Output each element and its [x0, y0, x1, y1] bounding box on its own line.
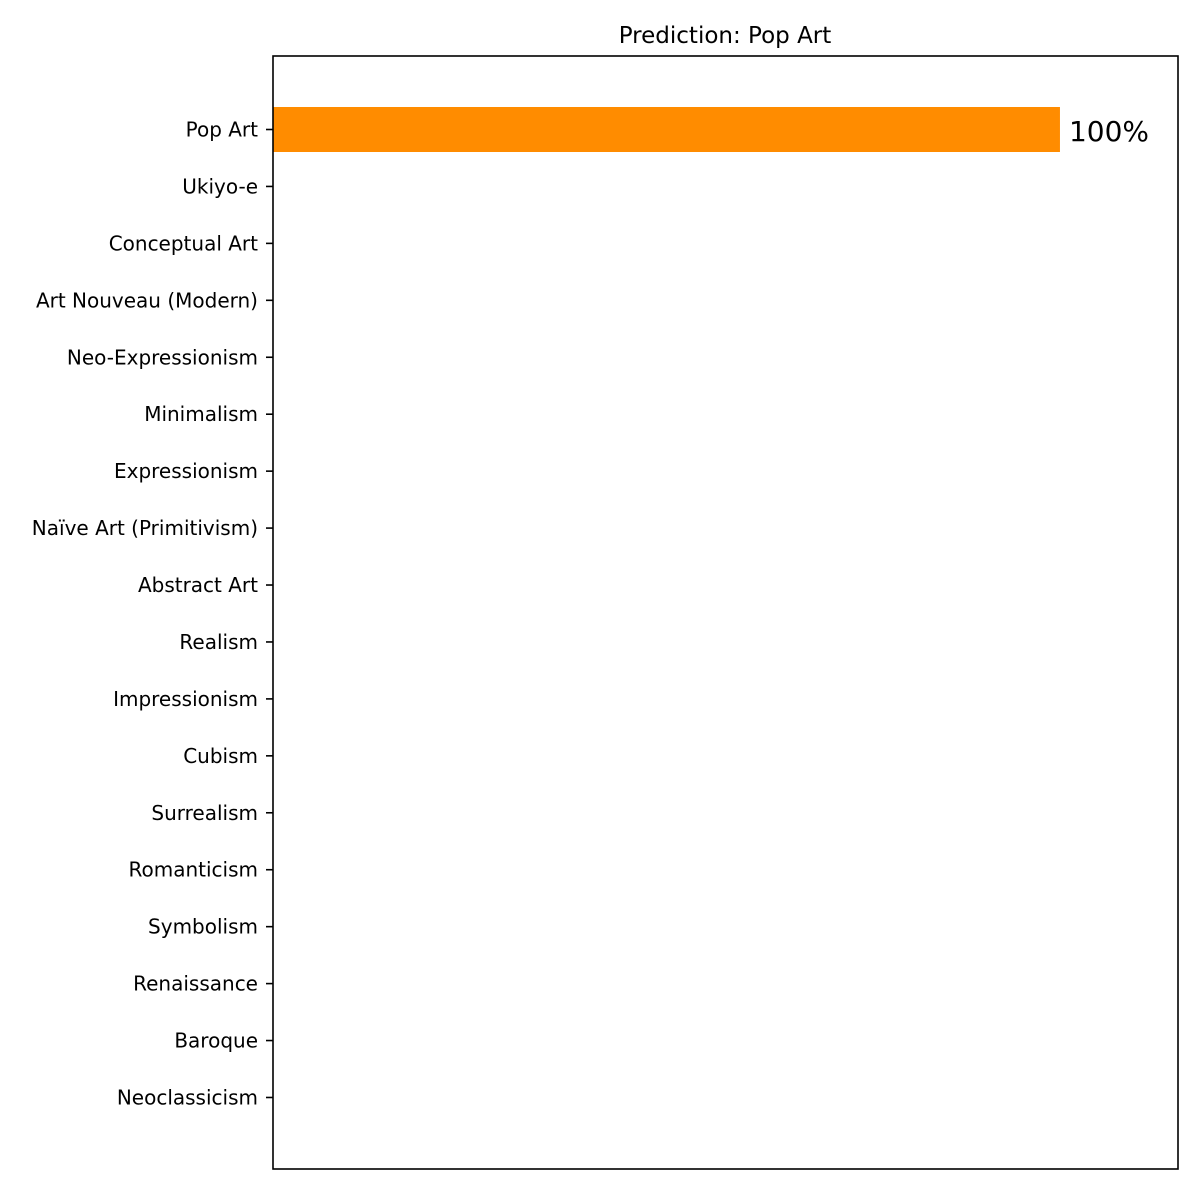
plot-area-frame — [272, 55, 1179, 1170]
y-tick-label: Neo-Expressionism — [67, 345, 258, 369]
y-tick-label: Baroque — [174, 1029, 258, 1053]
y-tick-label: Minimalism — [144, 402, 258, 426]
y-tick-label: Neoclassicism — [117, 1085, 258, 1109]
y-tick-label: Conceptual Art — [109, 231, 258, 255]
bar — [273, 107, 1060, 152]
y-tick-label: Realism — [179, 630, 258, 654]
y-tick-label: Abstract Art — [138, 573, 258, 597]
y-tick-label: Surrealism — [151, 801, 258, 825]
y-tick-label: Symbolism — [148, 915, 258, 939]
y-tick-label: Pop Art — [186, 118, 259, 142]
y-tick-label: Ukiyo-e — [182, 174, 258, 198]
chart-title: Prediction: Pop Art — [619, 23, 832, 49]
y-tick-label: Impressionism — [113, 687, 258, 711]
y-tick-label: Expressionism — [114, 459, 258, 483]
y-axis-ticks: Pop Art Ukiyo-e Conceptual Art Art Nouveau … — [32, 118, 273, 1109]
y-tick-label: Art Nouveau (Modern) — [36, 288, 258, 312]
value-labels: 100% — [1069, 115, 1149, 148]
y-tick-label: Romanticism — [128, 858, 258, 882]
y-tick-label: Cubism — [183, 744, 258, 768]
y-tick-label: Naïve Art (Primitivism) — [32, 516, 258, 540]
bars — [273, 107, 1060, 152]
y-tick-label: Renaissance — [133, 972, 258, 996]
bar-value-label: 100% — [1069, 115, 1149, 148]
